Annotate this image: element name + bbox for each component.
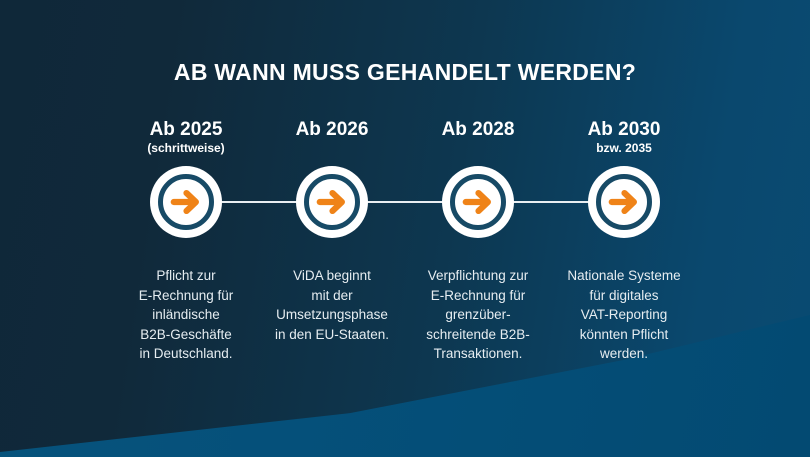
timeline-item-2026: Ab 2026 ViDA beginnt mit der Umsetzungsp… [259, 119, 405, 364]
timeline-connector-line [186, 201, 624, 203]
page-title: AB WANN MUSS GEHANDELT WERDEN? [173, 59, 637, 85]
timeline-item-2028: Ab 2028 Verpflichtung zur E-Rechnung für… [405, 119, 551, 364]
milestone-description: Verpflichtung zur E-Rechnung für grenzüb… [426, 268, 530, 361]
milestone-label: Ab 2026 [295, 119, 369, 140]
milestone-marker-ring [596, 174, 652, 230]
milestone-description: ViDA beginnt mit der Umsetzungsphase in … [274, 268, 390, 342]
milestone-description: Nationale Systeme für digitales VAT-Repo… [567, 268, 681, 361]
arrow-right-icon [170, 189, 199, 215]
milestone-marker [296, 166, 368, 238]
arrow-right-icon [316, 189, 345, 215]
milestone-label: Ab 2030 [587, 119, 661, 140]
milestone-marker [442, 166, 514, 238]
milestone-description: Pflicht zur E-Rechnung für inländische B… [138, 268, 234, 361]
timeline: Ab 2025 (schrittweise) Pflicht zur E-Rec… [113, 119, 697, 364]
timeline-columns: Ab 2025 (schrittweise) Pflicht zur E-Rec… [113, 119, 697, 364]
milestone-sublabel: bzw. 2035 [596, 141, 652, 155]
timeline-item-2025: Ab 2025 (schrittweise) Pflicht zur E-Rec… [113, 119, 259, 364]
infographic-content: AB WANN MUSS GEHANDELT WERDEN? Ab 2025 (… [0, 58, 810, 364]
arrow-right-icon [462, 189, 491, 215]
milestone-marker-ring [450, 174, 506, 230]
milestone-label: Ab 2028 [441, 119, 515, 140]
milestone-label: Ab 2025 [149, 119, 223, 140]
milestone-marker [150, 166, 222, 238]
milestone-marker [588, 166, 660, 238]
milestone-marker-ring [304, 174, 360, 230]
milestone-marker-ring [158, 174, 214, 230]
timeline-item-2030: Ab 2030 bzw. 2035 Nationale Systeme für … [551, 119, 697, 364]
milestone-sublabel: (schrittweise) [147, 141, 225, 155]
arrow-right-icon [608, 189, 637, 215]
